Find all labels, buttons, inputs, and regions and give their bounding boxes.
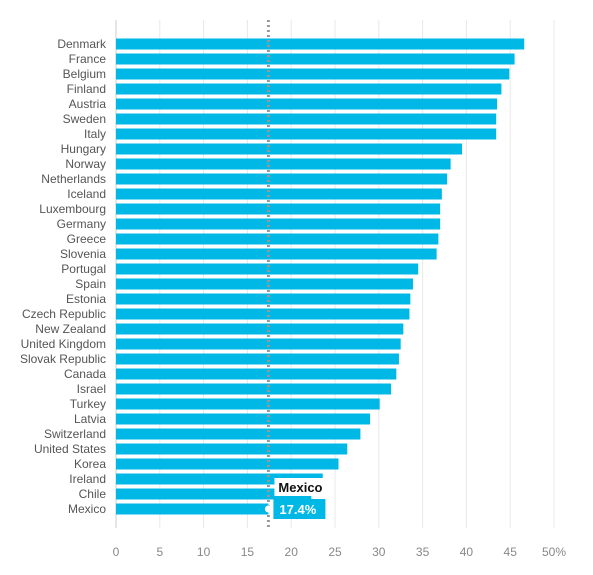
annotation-name: Mexico (278, 480, 322, 495)
bar (116, 248, 437, 260)
x-tick-label: 25 (328, 545, 342, 559)
bar (116, 443, 348, 455)
category-label: Estonia (66, 292, 106, 306)
bar (116, 278, 413, 290)
category-label: Iceland (67, 187, 106, 201)
category-label: Netherlands (41, 172, 106, 186)
bar (116, 263, 419, 275)
bar (116, 323, 404, 335)
bar (116, 473, 323, 485)
category-label: Czech Republic (22, 307, 106, 321)
bar (116, 53, 515, 65)
bar (116, 218, 441, 230)
category-label: Latvia (74, 412, 106, 426)
category-label: Portugal (61, 262, 106, 276)
bar (116, 188, 442, 200)
category-label: Belgium (63, 67, 106, 81)
x-tick-label: 5 (156, 545, 163, 559)
annotation-value: 17.4% (279, 502, 316, 517)
bar (116, 458, 339, 470)
category-label: Luxembourg (39, 202, 106, 216)
category-label: Switzerland (44, 427, 106, 441)
x-tick-label: 10 (197, 545, 211, 559)
annotation-value-background (273, 499, 326, 519)
category-label: New Zealand (35, 322, 106, 336)
category-label: United States (34, 442, 106, 456)
category-label: Greece (67, 232, 107, 246)
category-label: Hungary (61, 142, 106, 156)
bar (116, 68, 510, 80)
category-label: Denmark (57, 37, 107, 51)
category-label: Slovenia (60, 247, 106, 261)
x-tick-label: 15 (241, 545, 255, 559)
bar (116, 308, 410, 320)
bar (116, 503, 269, 515)
bar (116, 368, 397, 380)
category-label: Mexico (68, 502, 106, 516)
category-label: Italy (84, 127, 106, 141)
bar (116, 158, 451, 170)
x-tick-label: 20 (285, 545, 299, 559)
x-tick-label: 45 (504, 545, 518, 559)
category-label: Israel (77, 382, 106, 396)
mexico-annotation: Mexico 17.4% (264, 478, 327, 519)
x-tick-label: 50% (542, 545, 566, 559)
category-label: Slovak Republic (20, 352, 106, 366)
x-tick-label: 40 (460, 545, 474, 559)
category-label: Norway (65, 157, 106, 171)
x-tick-labels: 0 5 10 15 20 25 30 35 40 45 50% (113, 545, 567, 559)
bar (116, 338, 401, 350)
bar (116, 38, 525, 50)
category-label: Chile (79, 487, 107, 501)
category-label: Spain (75, 277, 106, 291)
bar (116, 98, 498, 110)
category-label: Austria (69, 97, 107, 111)
x-tick-label: 0 (113, 545, 120, 559)
bars (116, 38, 525, 515)
bar (116, 413, 371, 425)
annotation-name-background (274, 478, 327, 496)
x-tick-label: 35 (416, 545, 430, 559)
bar (116, 173, 448, 185)
bar (116, 128, 497, 140)
bar (116, 143, 463, 155)
category-label: United Kingdom (21, 337, 106, 351)
category-label: Ireland (69, 472, 106, 486)
category-label: France (69, 52, 107, 66)
bar (116, 233, 439, 245)
bar (116, 398, 380, 410)
category-labels: DenmarkFranceBelgiumFinlandAustriaSweden… (20, 37, 107, 516)
category-label: Turkey (70, 397, 106, 411)
bar (116, 428, 361, 440)
category-label: Germany (57, 217, 106, 231)
x-tick-label: 30 (372, 545, 386, 559)
category-label: Finland (67, 82, 106, 96)
bar (116, 83, 502, 95)
bar (116, 353, 399, 365)
category-label: Korea (74, 457, 106, 471)
category-label: Sweden (63, 112, 106, 126)
bar (116, 113, 497, 125)
category-label: Canada (64, 367, 106, 381)
bar (116, 383, 392, 395)
annotation-dot (264, 505, 272, 513)
bar (116, 293, 411, 305)
bar (116, 488, 312, 500)
bar (116, 203, 441, 215)
